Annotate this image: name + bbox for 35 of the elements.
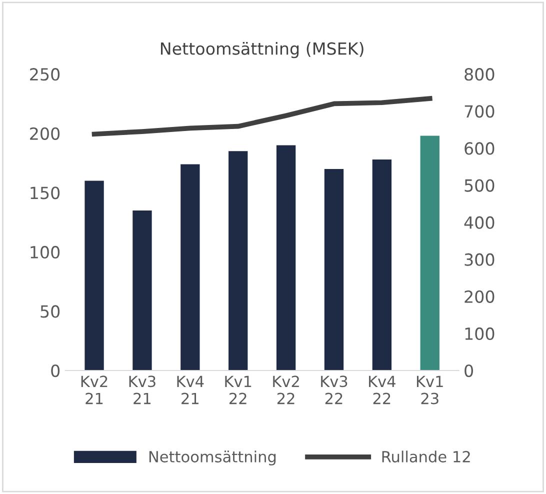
y2-tick-label: 600	[464, 142, 494, 155]
bar	[228, 151, 248, 370]
bar	[324, 168, 344, 370]
y-tick-label: 150	[30, 186, 60, 200]
y-tick-label: 100	[30, 246, 60, 259]
x-tick-label: Kv3 21	[129, 376, 156, 404]
bar	[276, 145, 296, 370]
x-tick-label: Kv2 22	[273, 376, 299, 404]
y-tick-label: 200	[30, 127, 60, 140]
y2-tick-label: 500	[464, 179, 494, 192]
x-tick-label: Kv1 22	[225, 376, 252, 404]
chart-title: Nettoomsättning (MSEK)	[160, 42, 364, 58]
bar	[132, 210, 152, 370]
bar	[84, 180, 104, 370]
y2-tick-label: 700	[464, 105, 494, 118]
x-tick-label: Kv1 23	[416, 376, 443, 404]
y2-tick-label: 800	[464, 68, 494, 81]
y2-tick-label: 200	[464, 290, 494, 303]
legend-label: Rullande 12	[382, 450, 470, 462]
y-tick-label: 50	[40, 305, 60, 318]
x-tick-label: Kv3 22	[321, 376, 348, 404]
line-series	[92, 96, 432, 137]
y2-tick-label: 300	[464, 253, 494, 266]
bar	[180, 164, 200, 370]
y2-tick-label: 400	[464, 216, 494, 229]
x-tick-label: Kv4 21	[177, 376, 204, 404]
y2-tick-label: 100	[465, 327, 494, 340]
y2-tick-label: 0	[464, 364, 473, 378]
y-tick-label: 0	[51, 364, 60, 378]
bar	[372, 159, 392, 370]
legend-label: Nettoomsättning	[149, 450, 276, 466]
y-tick-label: 250	[30, 68, 60, 81]
x-tick-label: Kv4 22	[369, 376, 396, 404]
bar	[420, 136, 440, 370]
x-tick-label: Kv2 21	[81, 376, 108, 404]
